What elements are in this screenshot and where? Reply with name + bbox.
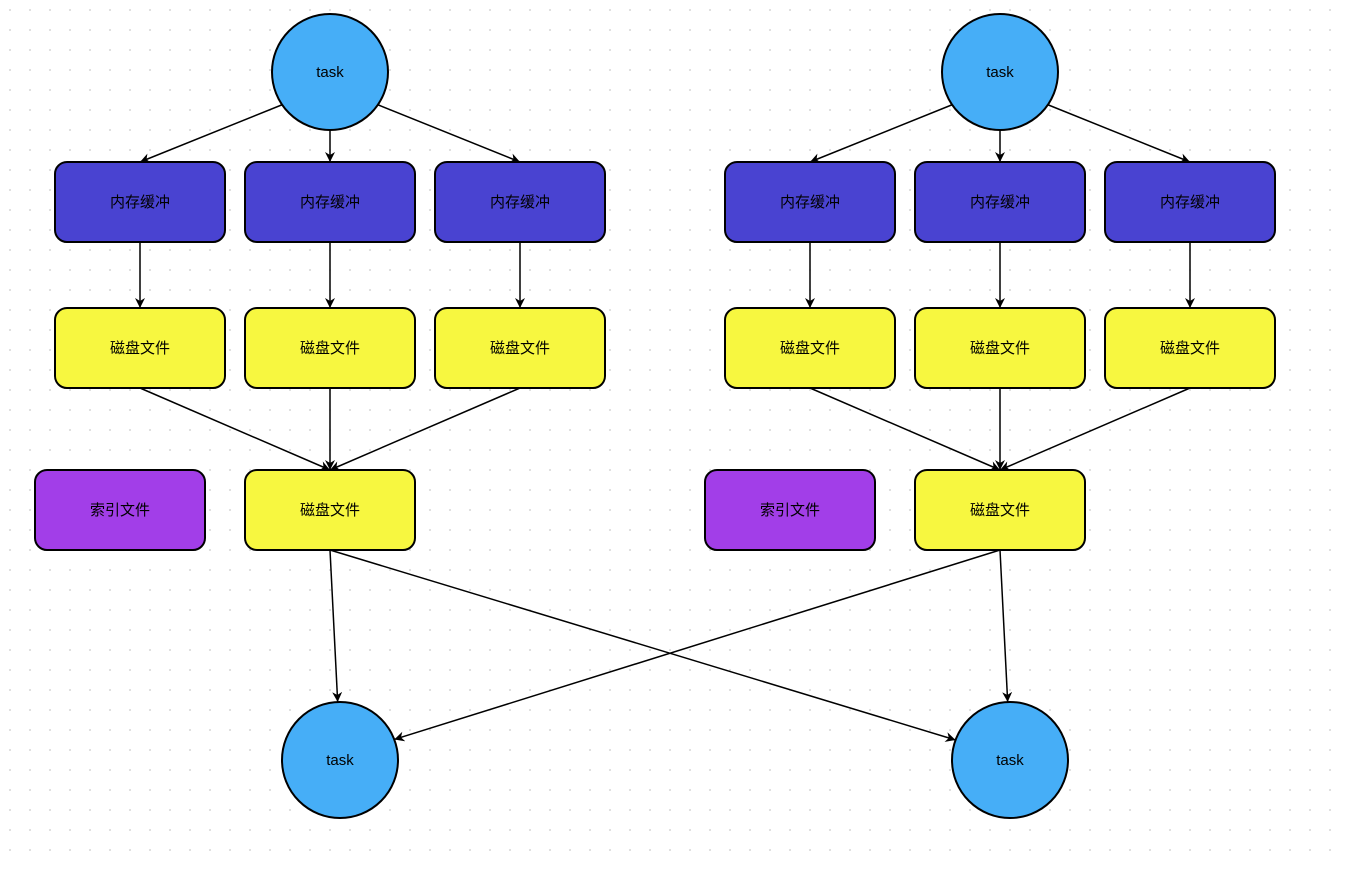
node-label: 索引文件 [90, 502, 150, 519]
node-label: 内存缓冲 [490, 194, 550, 211]
node-idx_l[interactable]: 索引文件 [35, 470, 205, 550]
node-df_r3[interactable]: 磁盘文件 [1105, 308, 1275, 388]
node-label: task [996, 752, 1024, 769]
node-mb_r2[interactable]: 内存缓冲 [915, 162, 1085, 242]
node-label: 磁盘文件 [300, 501, 360, 519]
node-label: 索引文件 [760, 502, 820, 519]
node-label: task [986, 64, 1014, 81]
node-task_bot_left[interactable]: task [282, 702, 398, 818]
node-df_r2[interactable]: 磁盘文件 [915, 308, 1085, 388]
node-label: 磁盘文件 [780, 339, 840, 357]
node-task_bot_right[interactable]: task [952, 702, 1068, 818]
node-label: 磁盘文件 [1160, 339, 1220, 357]
node-label: 磁盘文件 [970, 501, 1030, 519]
node-df_l1[interactable]: 磁盘文件 [55, 308, 225, 388]
node-label: 内存缓冲 [110, 194, 170, 211]
node-label: 内存缓冲 [970, 194, 1030, 211]
node-df_r1[interactable]: 磁盘文件 [725, 308, 895, 388]
node-label: task [316, 64, 344, 81]
node-df_r_merge[interactable]: 磁盘文件 [915, 470, 1085, 550]
node-mb_r3[interactable]: 内存缓冲 [1105, 162, 1275, 242]
node-label: 内存缓冲 [1160, 194, 1220, 211]
node-df_l3[interactable]: 磁盘文件 [435, 308, 605, 388]
node-task_top_left[interactable]: task [272, 14, 388, 130]
node-label: task [326, 752, 354, 769]
node-mb_l3[interactable]: 内存缓冲 [435, 162, 605, 242]
node-label: 磁盘文件 [490, 339, 550, 357]
node-label: 内存缓冲 [780, 194, 840, 211]
node-label: 内存缓冲 [300, 194, 360, 211]
node-mb_l2[interactable]: 内存缓冲 [245, 162, 415, 242]
node-df_l_merge[interactable]: 磁盘文件 [245, 470, 415, 550]
node-label: 磁盘文件 [970, 339, 1030, 357]
node-mb_l1[interactable]: 内存缓冲 [55, 162, 225, 242]
diagram-canvas: tasktask内存缓冲内存缓冲内存缓冲内存缓冲内存缓冲内存缓冲磁盘文件磁盘文件… [0, 0, 1352, 869]
node-idx_r[interactable]: 索引文件 [705, 470, 875, 550]
node-df_l2[interactable]: 磁盘文件 [245, 308, 415, 388]
node-task_top_right[interactable]: task [942, 14, 1058, 130]
node-mb_r1[interactable]: 内存缓冲 [725, 162, 895, 242]
node-label: 磁盘文件 [300, 339, 360, 357]
node-label: 磁盘文件 [110, 339, 170, 357]
